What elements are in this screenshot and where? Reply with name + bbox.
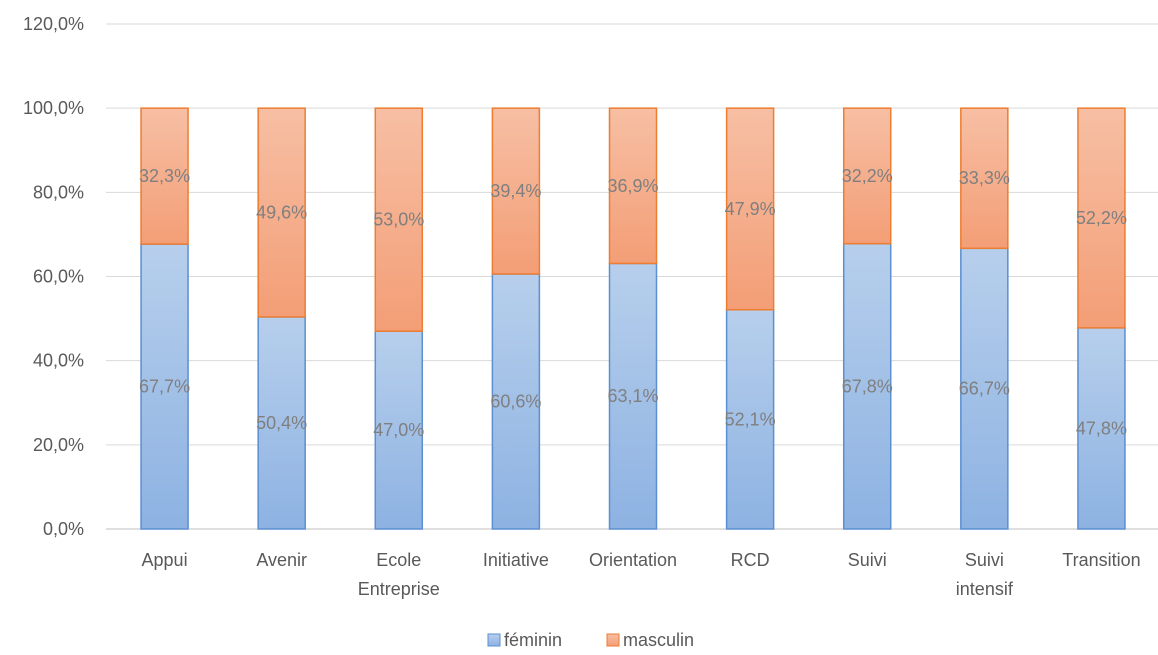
y-tick-label: 60,0%	[33, 267, 84, 287]
x-category-label: Ecole	[376, 550, 421, 570]
data-label: 67,8%	[842, 376, 893, 396]
x-category-label: RCD	[731, 550, 770, 570]
bar-segment-féminin-7	[960, 247, 1009, 530]
data-label: 52,2%	[1076, 208, 1127, 228]
data-label: 36,9%	[607, 176, 658, 196]
data-labels: 67,7% 32,3% 50,4% 49,6% 47,0% 53,0% 60,6% 39,4%…	[139, 166, 1127, 440]
y-tick-label: 20,0%	[33, 435, 84, 455]
bar-segment-féminin-0	[140, 243, 189, 530]
data-label: 47,0%	[373, 420, 424, 440]
x-category-label: Orientation	[589, 550, 677, 570]
bar-segment-masculin-5	[725, 107, 775, 311]
bar-segment-masculin-2	[374, 107, 424, 332]
bar-segment-féminin-6	[842, 242, 892, 530]
data-label: 32,2%	[842, 166, 893, 186]
bar-segment-masculin-3	[491, 107, 541, 275]
x-category-label: intensif	[956, 579, 1014, 599]
x-axis-category-labels: Appui Avenir Ecole Entreprise Initiative Orie…	[142, 550, 1141, 599]
data-label: 52,1%	[725, 409, 776, 429]
x-category-label: Appui	[142, 550, 188, 570]
data-label: 32,3%	[139, 166, 190, 186]
bar-segment-féminin-1	[257, 316, 306, 530]
data-label: 53,0%	[373, 210, 424, 230]
data-label: 47,9%	[725, 199, 776, 219]
y-tick-label: 0,0%	[43, 519, 84, 539]
data-label: 33,3%	[959, 168, 1010, 188]
data-label: 63,1%	[607, 386, 658, 406]
legend-swatch-masculin	[606, 633, 620, 647]
bar-segment-féminin-2	[374, 330, 424, 530]
data-label: 49,6%	[256, 203, 307, 223]
bar-segment-masculin-1	[257, 107, 306, 318]
x-category-label: Suivi	[965, 550, 1004, 570]
x-category-label: Avenir	[256, 550, 307, 570]
bars	[140, 107, 1126, 530]
legend: féminin masculin	[487, 630, 694, 650]
bar-segment-masculin-4	[608, 107, 658, 265]
y-tick-label: 100,0%	[23, 98, 84, 118]
bar-segment-féminin-4	[608, 262, 658, 530]
x-category-label: Entreprise	[358, 579, 440, 599]
x-category-label: Suivi	[848, 550, 887, 570]
data-label: 66,7%	[959, 379, 1010, 399]
bar-segment-masculin-0	[140, 107, 189, 245]
bar-segment-masculin-8	[1077, 107, 1126, 329]
x-category-label: Initiative	[483, 550, 549, 570]
bar-segment-masculin-6	[842, 107, 892, 245]
data-label: 50,4%	[256, 413, 307, 433]
data-label: 67,7%	[139, 377, 190, 397]
bar-segment-féminin-5	[725, 308, 775, 530]
y-tick-label: 120,0%	[23, 14, 84, 34]
y-tick-label: 40,0%	[33, 351, 84, 371]
data-label: 60,6%	[490, 391, 541, 411]
data-label: 39,4%	[490, 181, 541, 201]
x-category-label: Transition	[1062, 550, 1140, 570]
data-label: 47,8%	[1076, 418, 1127, 438]
legend-label: masculin	[623, 630, 694, 650]
bar-segment-masculin-7	[960, 107, 1009, 250]
y-tick-label: 80,0%	[33, 182, 84, 202]
bar-segment-féminin-3	[491, 273, 541, 530]
legend-label: féminin	[504, 630, 562, 650]
bar-segment-féminin-8	[1077, 327, 1126, 530]
y-axis-tick-labels: 0,0% 20,0% 40,0% 60,0% 80,0% 100,0% 120,0%	[23, 14, 84, 539]
legend-swatch-féminin	[487, 633, 501, 647]
